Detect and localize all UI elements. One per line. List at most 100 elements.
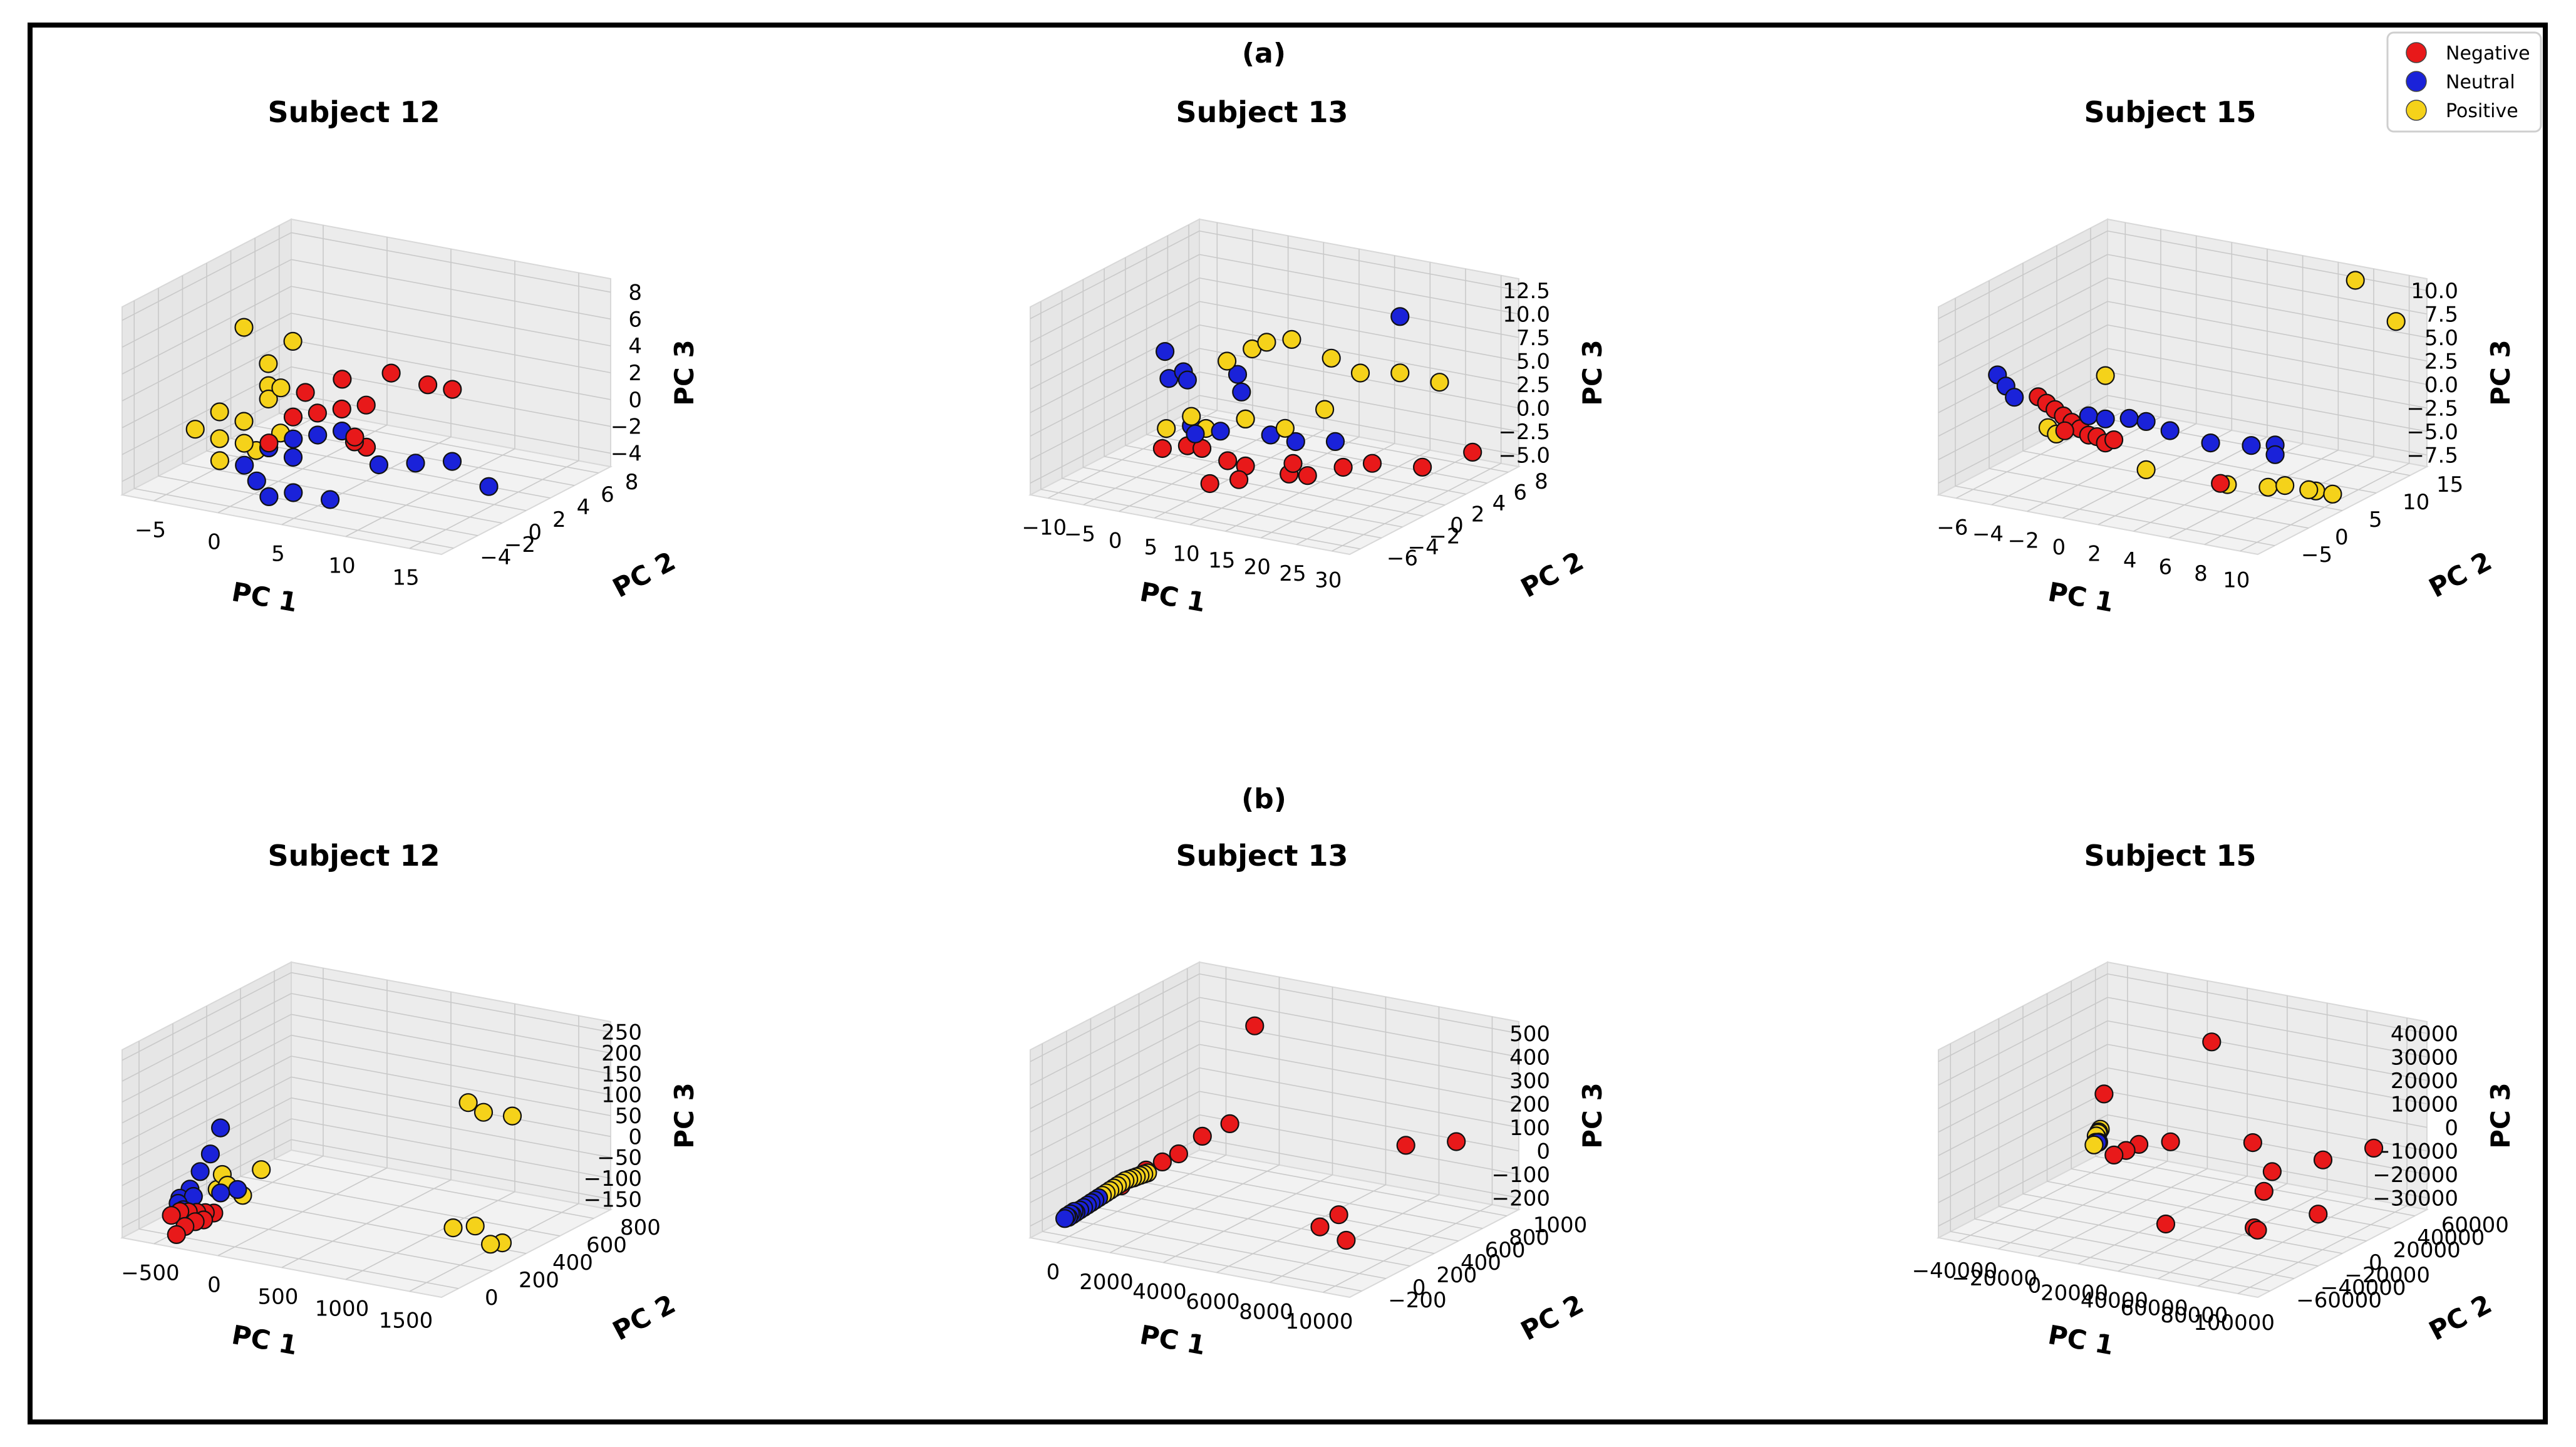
x-tick-label: 0: [2028, 1273, 2042, 1299]
data-point-positive: [2084, 1135, 2104, 1154]
grid-line-z: [1938, 277, 2108, 366]
x-tick-label: 8000: [1239, 1299, 1293, 1324]
grid-line-z: [1199, 1138, 1519, 1199]
data-point-positive: [2136, 460, 2156, 480]
grid-line-z: [1938, 1067, 2108, 1156]
z-tick-label: 250: [601, 1020, 642, 1045]
data-point-positive: [480, 1235, 500, 1254]
grid-line-z: [1030, 301, 1200, 390]
y-tick-label: 600: [586, 1233, 627, 1258]
data-point-neutral: [1156, 342, 1175, 361]
data-point-positive: [1315, 400, 1335, 419]
x-tick-label: 1500: [379, 1309, 433, 1334]
data-point-negative: [1463, 442, 1482, 462]
y-tick-label: 1000: [1533, 1213, 1588, 1238]
data-point-negative: [2161, 1132, 2180, 1151]
grid-line-z: [291, 1097, 611, 1158]
grid-line-z: [291, 313, 611, 373]
grid-line-z: [122, 393, 292, 482]
section-label-a: (a): [1242, 38, 1286, 70]
z-tick-label: 4: [628, 334, 642, 359]
x-tick-label: 20: [1244, 555, 1271, 580]
data-point-positive: [259, 354, 278, 373]
data-point-negative: [1447, 1132, 1466, 1151]
x-tick-label: 0: [207, 530, 221, 555]
z-tick-label: 100: [601, 1083, 642, 1108]
grid-line-z: [1199, 973, 1519, 1034]
data-point-negative: [2104, 1145, 2124, 1165]
grid-line-z: [1199, 1044, 1519, 1105]
data-point-positive: [2346, 271, 2365, 290]
z-tick-label: 5.0: [2424, 326, 2458, 351]
z-tick-label: −50: [597, 1146, 642, 1171]
data-point-positive: [2258, 477, 2278, 497]
z-tick-label: 10.0: [2411, 279, 2458, 304]
grid-line-z: [1030, 973, 1200, 1062]
z-tick-label: −2.5: [2406, 396, 2458, 421]
grid-line-z: [291, 1034, 611, 1096]
y-tick-label: 0: [485, 1285, 499, 1310]
z-tick-label: −100: [584, 1166, 642, 1191]
z-tick-label: 30000: [2391, 1045, 2458, 1070]
data-point-neutral: [479, 477, 499, 496]
y-tick-label: 15: [2436, 472, 2463, 497]
y-tick-label: 200: [519, 1268, 559, 1293]
y-tick-label: 8: [1534, 469, 1548, 494]
data-point-positive: [185, 420, 205, 439]
data-point-negative: [283, 407, 303, 427]
z-tick-label: 150: [601, 1062, 642, 1087]
z-tick-label: 200: [601, 1041, 642, 1066]
y-tick-label: −60000: [2296, 1288, 2382, 1313]
data-point-negative: [356, 395, 376, 415]
data-point-negative: [1298, 466, 1317, 485]
y-tick-label: 800: [1509, 1225, 1549, 1250]
data-point-negative: [259, 433, 279, 453]
grid-line-z: [291, 1076, 611, 1138]
grid-line-z: [291, 972, 611, 1033]
grid-line-y: [182, 463, 502, 524]
grid-line-z: [291, 1014, 611, 1075]
data-point-neutral: [190, 1162, 210, 1181]
x-tick-label: −6: [1937, 515, 1968, 540]
x-tick-label: −4: [1972, 522, 2004, 547]
grid-line-z: [2107, 1020, 2428, 1081]
data-point-negative: [1329, 1205, 1348, 1225]
data-point-negative: [443, 380, 462, 399]
y-tick-label: 0: [1450, 513, 1464, 538]
grid-line-z: [1030, 277, 1200, 366]
grid-line-y: [1162, 1168, 1483, 1229]
x-tick-label: 30: [1315, 568, 1342, 593]
x-tick-label: 0: [2052, 535, 2066, 560]
data-point-negative: [2211, 474, 2230, 493]
data-point-neutral: [247, 471, 266, 490]
grid-line-z: [122, 1055, 292, 1144]
x-tick-label: −5: [1064, 522, 1095, 547]
y-tick-label: −4: [1408, 535, 1439, 560]
z-tick-label: −200: [1492, 1186, 1550, 1211]
z-tick-label: 2.5: [2424, 349, 2458, 374]
data-point-positive: [2323, 484, 2342, 504]
grid-line-y: [1066, 1218, 1387, 1279]
grid-line-z: [1938, 371, 2108, 460]
data-point-negative: [381, 363, 401, 383]
data-point-neutral: [2201, 433, 2220, 453]
y-tick-label: −40000: [2320, 1275, 2406, 1300]
data-point-neutral: [406, 454, 425, 473]
data-point-neutral: [369, 455, 388, 475]
y-tick-label: −5: [2301, 542, 2332, 568]
grid-line-z: [2107, 348, 2428, 409]
panel-title: Subject 12: [267, 95, 440, 129]
y-tick-label: 6: [1513, 480, 1527, 505]
side-pane: [1030, 218, 1200, 496]
y-tick-label: −4: [480, 545, 511, 570]
x-tick-label: 6000: [1186, 1289, 1240, 1314]
data-point-negative: [1396, 1136, 1415, 1155]
z-axis-label: PC 3: [669, 1082, 700, 1148]
grid-line-z: [122, 1139, 292, 1228]
z-tick-label: 5.0: [1516, 349, 1550, 374]
y-tick-label: 2: [552, 507, 566, 532]
x-tick-label: 10: [1172, 542, 1199, 567]
grid-line-z: [1030, 324, 1200, 413]
